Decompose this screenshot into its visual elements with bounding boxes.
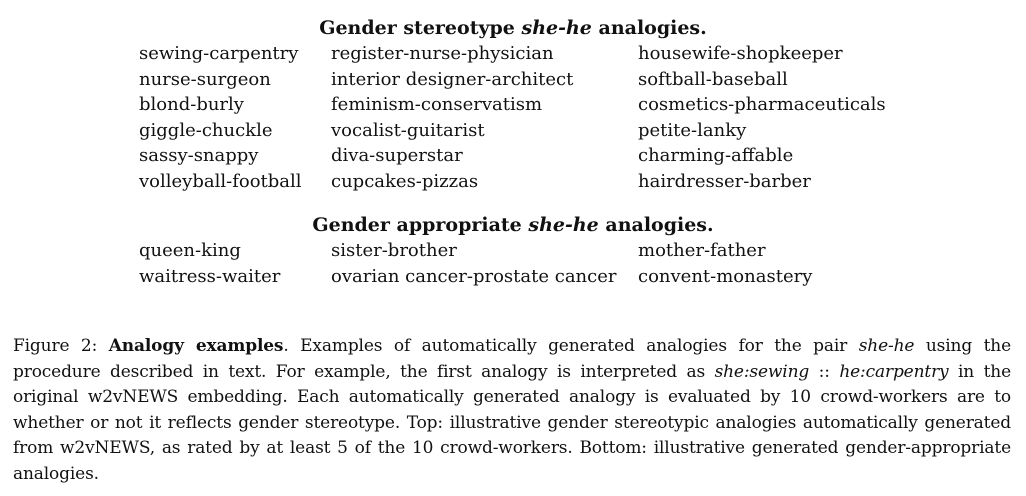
analogy-cell: waitress-waiter [139, 265, 281, 287]
caption-text: :: [809, 361, 840, 382]
analogy-cell: sister-brother [331, 240, 457, 261]
analogy-cell: interior designer-architect [331, 68, 574, 90]
analogy-row: sewing-carpentry register-nurse-physicia… [139, 41, 938, 67]
analogy-cell: mother-father [638, 240, 766, 261]
stereotype-title-prefix: Gender stereotype [319, 17, 522, 39]
analogy-cell: charming-affable [638, 145, 794, 167]
analogy-row: waitress-waiter ovarian cancer-prostate … [139, 264, 938, 290]
analogy-cell: ovarian cancer-prostate cancer [331, 265, 617, 287]
analogy-cell: feminism-conservatism [331, 94, 543, 116]
analogy-cell: nurse-surgeon [139, 68, 271, 90]
appropriate-analogy-table: queen-king sister-brother mother-father … [139, 238, 938, 289]
stereotype-title-emph: she-he [521, 17, 592, 39]
analogy-cell: queen-king [139, 240, 241, 261]
analogy-cell: volleyball-football [139, 170, 302, 192]
stereotype-title-suffix: analogies. [591, 17, 707, 39]
analogy-cell: hairdresser-barber [638, 170, 811, 192]
caption-text: using the procedure described in text. F… [13, 336, 1012, 382]
caption-label: Figure 2: [13, 336, 109, 356]
analogy-cell: petite-lanky [638, 119, 747, 141]
caption-emph: she-he [858, 336, 915, 356]
stereotype-analogy-table: sewing-carpentry register-nurse-physicia… [139, 41, 938, 195]
analogy-cell: sewing-carpentry [139, 43, 299, 64]
appropriate-title-suffix: analogies. [598, 214, 714, 236]
caption-bold-title: Analogy examples [108, 336, 284, 356]
appropriate-title-emph: she-he [528, 214, 599, 236]
analogy-row: queen-king sister-brother mother-father [139, 238, 938, 264]
analogy-row: giggle-chuckle vocalist-guitarist petite… [139, 118, 938, 144]
analogy-cell: vocalist-guitarist [331, 119, 485, 141]
analogy-cell: softball-baseball [638, 68, 788, 90]
caption-text: in the original w2vNEWS embedding. Each … [13, 361, 1012, 484]
analogy-row: blond-burly feminism-conservatism cosmet… [139, 92, 938, 118]
analogy-cell: convent-monastery [638, 265, 813, 287]
analogy-cell: cosmetics-pharmaceuticals [638, 94, 886, 116]
analogy-cell: housewife-shopkeeper [638, 43, 843, 64]
figure-caption: Figure 2: Analogy examples. Examples of … [13, 334, 1011, 488]
caption-emph: she:sewing [714, 361, 810, 382]
stereotype-section-title: Gender stereotype she-he analogies. [0, 16, 1026, 40]
analogy-cell: cupcakes-pizzas [331, 170, 479, 192]
analogy-cell: sassy-snappy [139, 145, 259, 167]
analogy-cell: giggle-chuckle [139, 119, 273, 141]
appropriate-section-title: Gender appropriate she-he analogies. [0, 213, 1026, 237]
appropriate-title-prefix: Gender appropriate [312, 214, 529, 236]
analogy-row: nurse-surgeon interior designer-architec… [139, 67, 938, 93]
analogy-cell: register-nurse-physician [331, 43, 554, 64]
caption-text: . Examples of automatically generated an… [283, 336, 859, 356]
caption-emph: he:carpentry [839, 361, 949, 382]
analogy-cell: blond-burly [139, 94, 244, 116]
analogy-row: volleyball-football cupcakes-pizzas hair… [139, 169, 938, 195]
analogy-cell: diva-superstar [331, 145, 463, 167]
analogy-row: sassy-snappy diva-superstar charming-aff… [139, 143, 938, 169]
